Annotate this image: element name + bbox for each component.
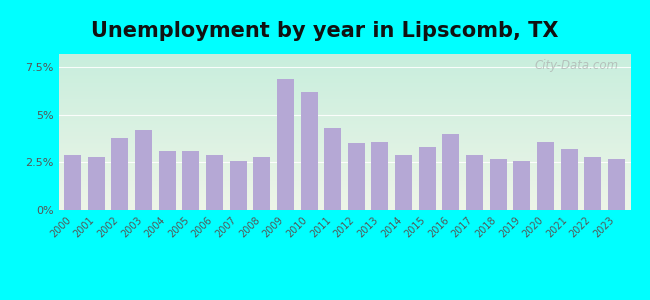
Text: City-Data.com: City-Data.com — [535, 59, 619, 72]
Bar — [489, 159, 506, 210]
Bar — [229, 160, 246, 210]
Bar — [371, 142, 389, 210]
Bar — [254, 157, 270, 210]
Bar — [348, 143, 365, 210]
Bar — [206, 155, 223, 210]
Bar — [88, 157, 105, 210]
Bar — [111, 138, 129, 210]
Bar — [395, 155, 412, 210]
Bar — [135, 130, 152, 210]
Bar — [419, 147, 436, 210]
Bar — [159, 151, 176, 210]
Bar — [183, 151, 200, 210]
Bar — [300, 92, 318, 210]
Bar — [64, 155, 81, 210]
Bar — [277, 79, 294, 210]
Bar — [560, 149, 578, 210]
Text: Unemployment by year in Lipscomb, TX: Unemployment by year in Lipscomb, TX — [91, 21, 559, 41]
Bar — [324, 128, 341, 210]
Bar — [608, 159, 625, 210]
Bar — [466, 155, 483, 210]
Bar — [537, 142, 554, 210]
Bar — [584, 157, 601, 210]
Bar — [514, 160, 530, 210]
Bar — [443, 134, 460, 210]
